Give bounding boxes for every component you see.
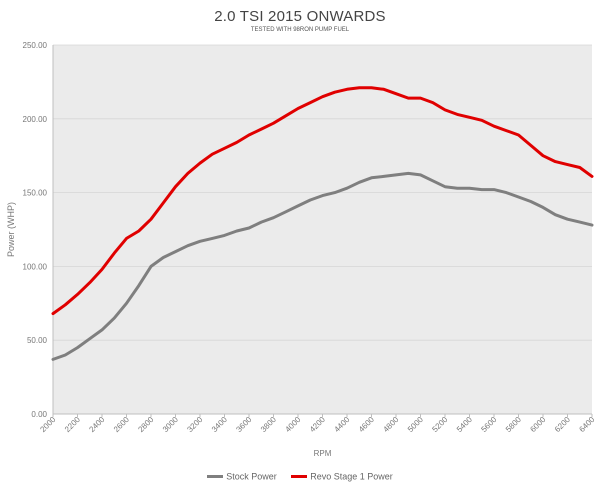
x-tick-label-7: 3400 [210, 415, 229, 434]
x-tick-label-1: 2200 [63, 415, 82, 434]
x-tick-label-2: 2400 [87, 415, 106, 434]
x-tick-label-3: 2600 [112, 415, 131, 434]
x-tick-label-13: 4600 [357, 415, 376, 434]
chart-subtitle: TESTED WITH 98RON PUMP FUEL [250, 27, 350, 33]
plot-area [53, 45, 592, 414]
legend-item-revo: Revo Stage 1 Power [291, 471, 393, 482]
x-tick-label-15: 5000 [406, 415, 425, 434]
x-tick-label-9: 3800 [259, 415, 278, 434]
x-tick-label-21: 6200 [553, 415, 572, 434]
series-line-stock-power [51, 171, 594, 361]
y-tick-label-1: 50.00 [27, 336, 48, 345]
axes [52, 45, 593, 417]
x-tick-label-6: 3200 [185, 415, 204, 434]
x-tick-label-22: 6400 [577, 415, 596, 434]
x-tick-label-12: 4400 [332, 415, 351, 434]
legend-item-stock: Stock Power [207, 471, 277, 482]
legend-swatch-revo [291, 475, 308, 479]
x-tick-label-20: 6000 [528, 415, 547, 434]
y-tick-label-5: 250.00 [23, 41, 48, 50]
x-axis-title: RPM [314, 449, 332, 458]
x-tick-label-19: 5800 [504, 415, 523, 434]
y-axis-title: Power (WHP) [6, 202, 16, 257]
chart-title: 2.0 TSI 2015 ONWARDS [214, 8, 386, 25]
series-lines [51, 86, 594, 361]
x-tick-label-11: 4200 [308, 415, 327, 434]
x-tick-label-8: 3600 [234, 415, 253, 434]
y-tick-label-3: 150.00 [23, 189, 48, 198]
legend-label-revo: Revo Stage 1 Power [310, 471, 393, 482]
x-tick-label-4: 2800 [136, 415, 155, 434]
y-tick-label-4: 200.00 [23, 115, 48, 124]
x-tick-label-5: 3000 [161, 415, 180, 434]
series-line-revo-stage1-power [51, 86, 594, 316]
y-tick-label-2: 100.00 [23, 262, 48, 271]
x-tick-label-16: 5200 [430, 415, 449, 434]
x-tick-label-10: 4000 [283, 415, 302, 434]
legend-label-stock: Stock Power [226, 471, 277, 482]
gridlines [53, 44, 592, 341]
y-tick-label-0: 0.00 [31, 410, 47, 419]
x-tick-label-17: 5400 [455, 415, 474, 434]
x-tick-label-14: 4800 [381, 415, 400, 434]
legend-swatch-stock [207, 475, 224, 479]
legend: Stock Power Revo Stage 1 Power [0, 471, 600, 482]
x-tick-label-18: 5600 [479, 415, 498, 434]
